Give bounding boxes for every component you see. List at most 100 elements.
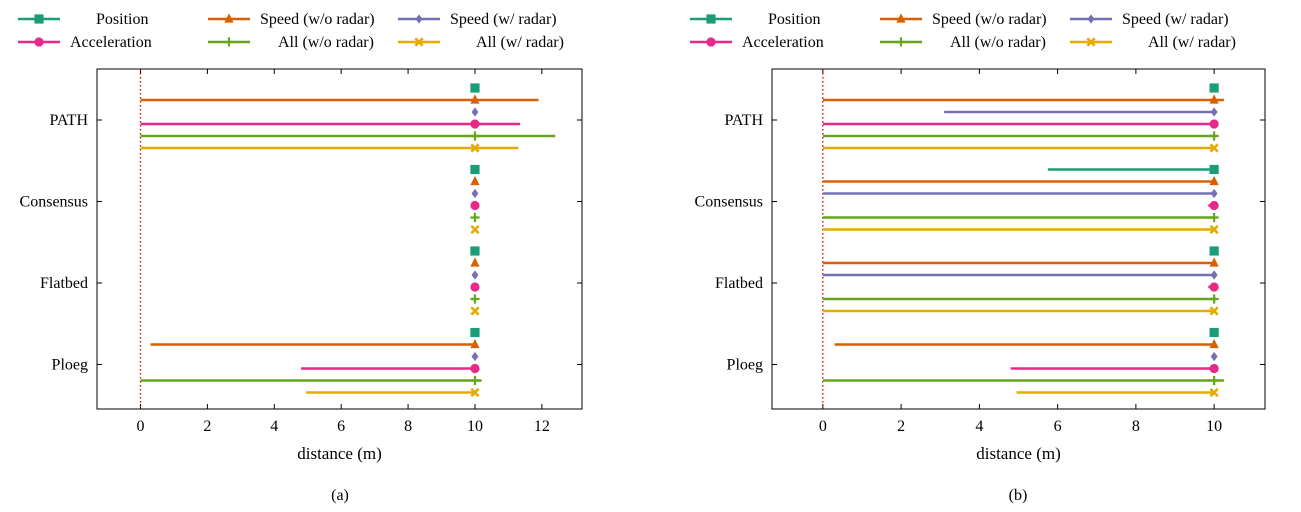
data-marker <box>1209 212 1219 223</box>
data-marker <box>470 387 480 398</box>
legend-marker <box>224 37 234 47</box>
data-marker <box>1209 164 1219 175</box>
data-marker <box>1209 257 1219 267</box>
data-marker <box>470 83 480 93</box>
data-marker <box>1209 131 1219 141</box>
legend-marker <box>34 37 44 47</box>
data-marker <box>470 119 480 129</box>
y-tick-label: PATH <box>724 112 763 129</box>
y-tick-label: Flatbed <box>715 275 763 292</box>
x-tick-label: 10 <box>1206 418 1222 435</box>
x-tick-label: 2 <box>203 418 211 435</box>
legend-marker <box>415 14 423 24</box>
data-marker <box>470 257 480 267</box>
data-marker <box>1209 119 1219 129</box>
data-marker <box>1209 327 1219 338</box>
legend-marker <box>706 14 716 24</box>
data-marker <box>1209 143 1219 153</box>
legend-label: Speed (w/o radar) <box>932 11 1047 28</box>
data-marker <box>470 363 480 374</box>
legend-label: Speed (w/ radar) <box>450 11 557 28</box>
legend-item: Acceleration <box>690 34 824 51</box>
data-marker <box>470 94 480 104</box>
legend-label: Speed (w/ radar) <box>1122 11 1229 28</box>
legend: Position Speed (w/o radar) Speed (w/ radar… <box>18 11 564 51</box>
data-marker <box>470 200 480 211</box>
data-marker <box>470 175 480 186</box>
legend-item: Speed (w/o radar) <box>208 11 375 28</box>
data-marker <box>1209 375 1219 386</box>
x-tick-label: 6 <box>337 418 345 435</box>
plot-frame <box>771 68 1266 410</box>
data-marker <box>470 306 480 316</box>
data-marker <box>1209 306 1219 316</box>
legend-item: All (w/o radar) <box>880 34 1046 51</box>
legend-marker <box>896 37 906 47</box>
data-marker <box>1210 107 1218 117</box>
legend-marker <box>706 37 716 47</box>
legend: Position Speed (w/o radar) Speed (w/ radar… <box>690 11 1236 51</box>
legend-label: All (w/ radar) <box>1148 34 1236 51</box>
x-tick-label: 12 <box>534 418 550 435</box>
legend-label: All (w/o radar) <box>278 34 374 51</box>
data-marker <box>470 282 480 292</box>
x-tick-label: 8 <box>404 418 412 435</box>
legend-label: All (w/ radar) <box>476 34 564 51</box>
data-marker <box>1209 224 1219 235</box>
panel-caption: (a) <box>331 487 349 504</box>
data-marker <box>1209 200 1219 211</box>
x-tick-label: 4 <box>975 418 983 435</box>
y-tick-label: Consensus <box>20 194 88 211</box>
legend-marker <box>1086 37 1096 47</box>
y-tick-label: Ploeg <box>52 357 88 374</box>
legend-label: Acceleration <box>742 34 824 51</box>
legend-item: Speed (w/ radar) <box>398 11 557 28</box>
x-tick-label: 4 <box>270 418 278 435</box>
panel-caption: (b) <box>1009 487 1028 504</box>
legend-marker <box>34 14 44 24</box>
data-marker <box>1209 83 1219 93</box>
legend-item: All (w/o radar) <box>208 34 374 51</box>
data-marker <box>1209 338 1219 349</box>
data-marker <box>470 131 480 141</box>
x-tick-label: 6 <box>1054 418 1062 435</box>
y-tick-label: Consensus <box>695 194 763 211</box>
legend-label: Position <box>768 11 820 28</box>
data-marker <box>470 224 480 235</box>
data-marker <box>470 143 480 153</box>
x-tick-label: 0 <box>136 418 144 435</box>
y-tick-label: PATH <box>49 112 88 129</box>
legend-item: Acceleration <box>18 34 152 51</box>
legend-item: Position <box>18 11 148 28</box>
legend-label: All (w/o radar) <box>950 34 1046 51</box>
data-marker <box>470 212 480 223</box>
data-marker <box>470 246 480 256</box>
x-tick-label: 10 <box>467 418 483 435</box>
x-axis-label: distance (m) <box>976 444 1061 463</box>
data-marker <box>470 338 480 349</box>
legend-item: Speed (w/ radar) <box>1070 11 1229 28</box>
x-tick-label: 0 <box>819 418 827 435</box>
data-marker <box>471 188 479 199</box>
data-marker <box>1210 188 1218 199</box>
data-marker <box>471 107 479 117</box>
legend-item: Position <box>690 11 820 28</box>
data-marker <box>1209 246 1219 256</box>
data-marker <box>471 270 479 280</box>
chart-panel-2: Position Speed (w/o radar) Speed (w/ radar… <box>690 11 1266 504</box>
data-marker <box>1209 387 1219 398</box>
chart-panel-1: Position Speed (w/o radar) Speed (w/ radar… <box>18 11 583 504</box>
data-marker <box>1210 351 1218 362</box>
legend-label: Acceleration <box>70 34 152 51</box>
legend-item: Speed (w/o radar) <box>880 11 1047 28</box>
data-marker <box>470 375 480 386</box>
data-marker <box>1210 270 1218 280</box>
legend-marker <box>224 13 234 23</box>
legend-item: All (w/ radar) <box>398 34 564 51</box>
legend-item: All (w/ radar) <box>1070 34 1236 51</box>
data-marker <box>470 327 480 338</box>
data-marker <box>1209 282 1219 292</box>
data-marker <box>1209 363 1219 374</box>
plot-frame <box>96 68 583 410</box>
